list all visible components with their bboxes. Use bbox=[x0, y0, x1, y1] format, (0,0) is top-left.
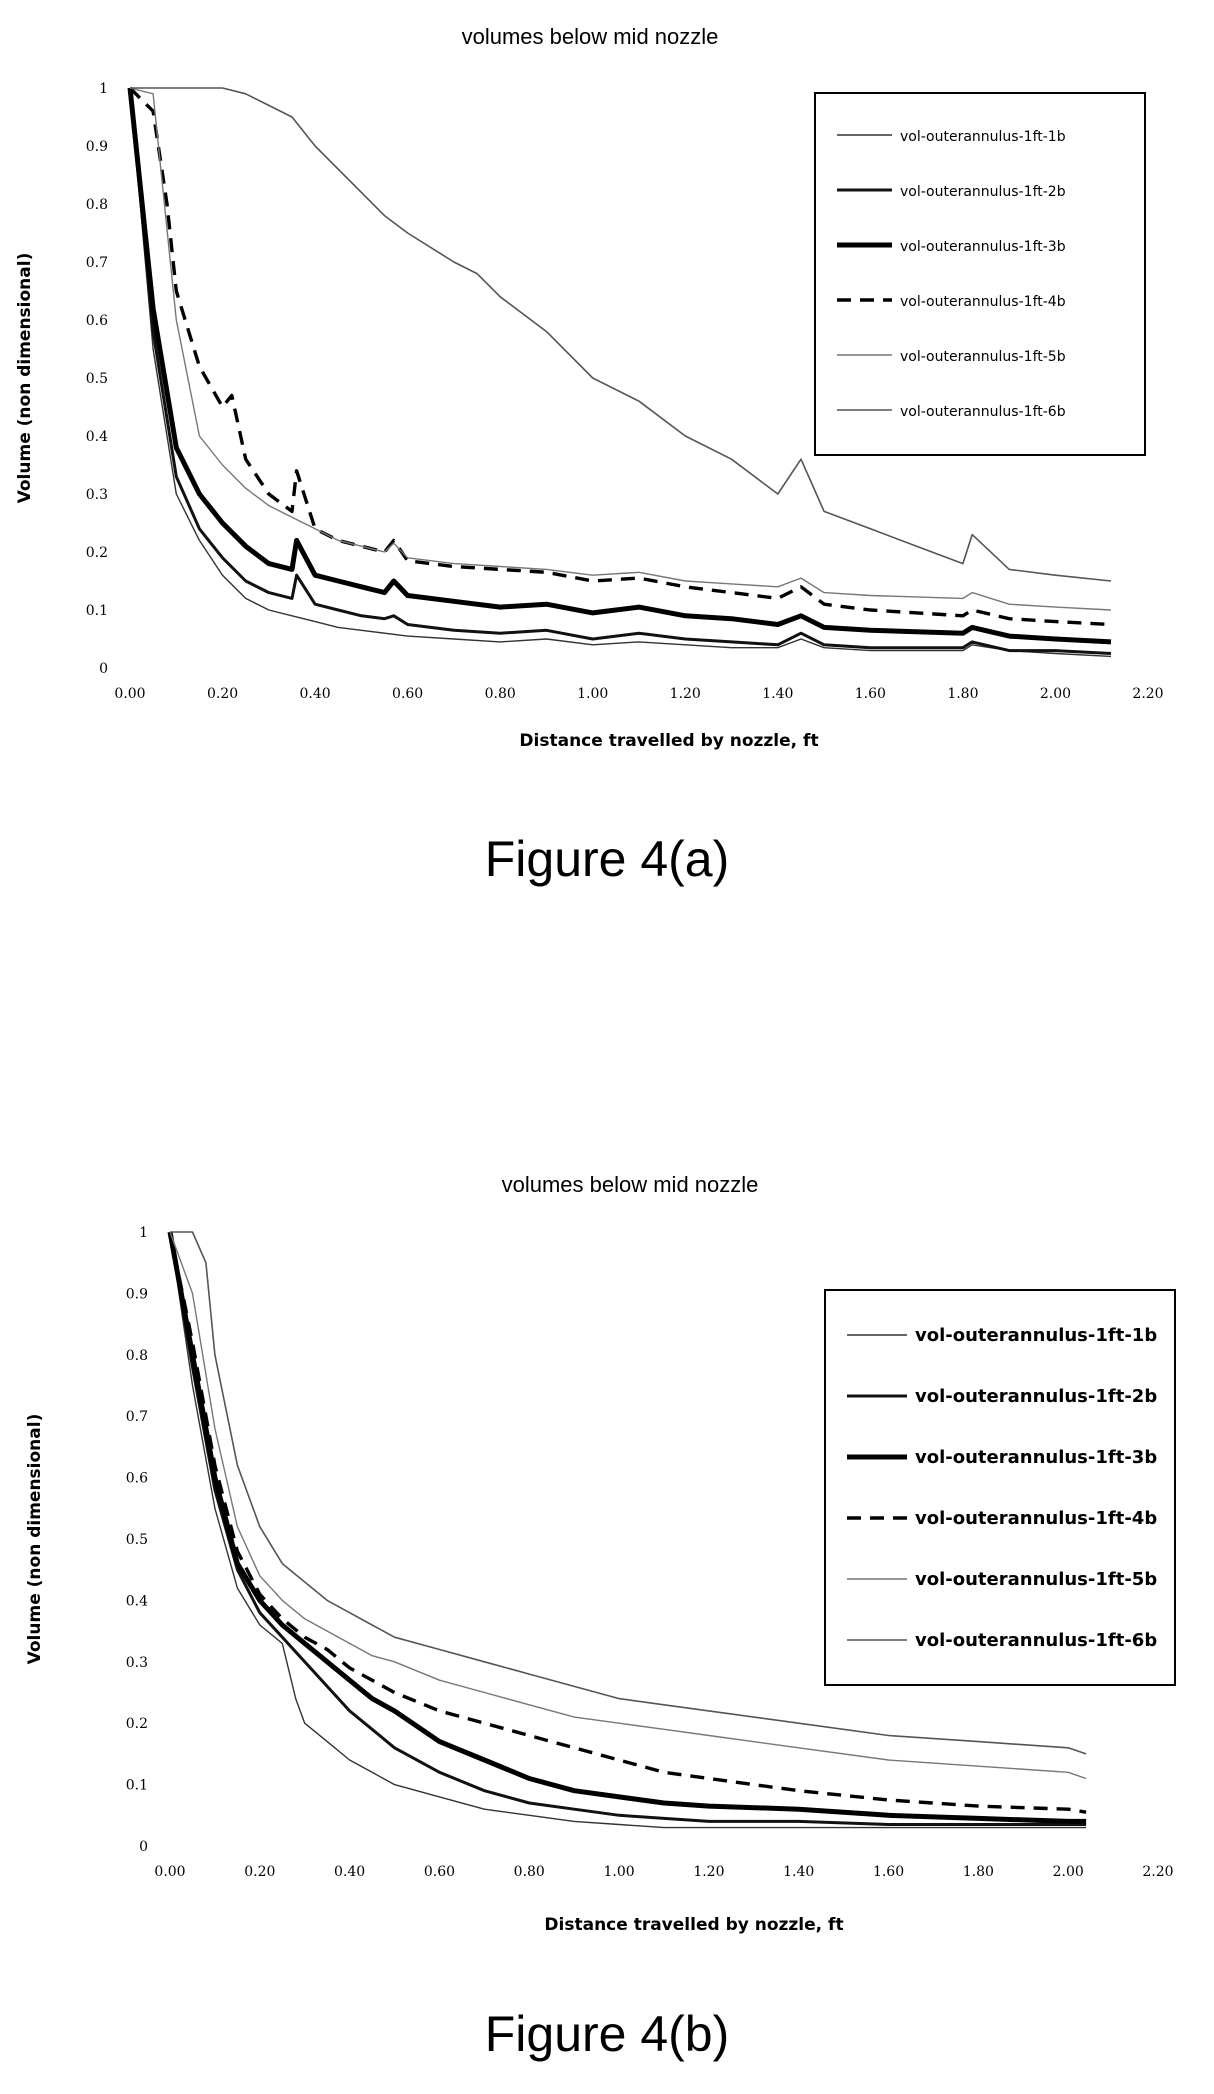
legend-label-1: vol-outerannulus-1ft-1b bbox=[915, 1325, 1157, 1346]
y-tick-label: 0.1 bbox=[126, 1778, 148, 1794]
series-line-2 bbox=[168, 1231, 1087, 1826]
x-tick-label: 1.80 bbox=[963, 1864, 994, 1880]
x-tick-label: 2.20 bbox=[1142, 1864, 1173, 1880]
y-tick-label: 0.9 bbox=[126, 1286, 148, 1302]
x-tick-label: 0.80 bbox=[485, 686, 516, 702]
chart-title: volumes below mid nozzle bbox=[502, 1172, 759, 1197]
y-tick-label: 0.7 bbox=[86, 255, 108, 271]
y-tick-label: 0.6 bbox=[126, 1471, 148, 1487]
y-tick-label: 0.4 bbox=[86, 429, 108, 445]
legend-label-3: vol-outerannulus-1ft-3b bbox=[900, 239, 1066, 255]
x-tick-label: 0.60 bbox=[424, 1864, 455, 1880]
y-tick-label: 0.6 bbox=[86, 313, 108, 329]
x-tick-label: 1.20 bbox=[693, 1864, 724, 1880]
figure-4b: volumes below mid nozzle 0.00 0.20 0.40 0.60… bbox=[0, 1150, 1214, 2094]
y-tick-label: 1 bbox=[99, 81, 108, 97]
x-tick-label: 2.20 bbox=[1132, 686, 1163, 702]
figure-4a: volumes below mid nozzle 0.00 0.20 0.40 0.60… bbox=[0, 0, 1214, 1000]
x-tick-label: 1.60 bbox=[873, 1864, 904, 1880]
x-tick-label: 1.40 bbox=[783, 1864, 814, 1880]
x-tick-label: 1.80 bbox=[947, 686, 978, 702]
y-axis-label: Volume (non dimensional) bbox=[25, 1414, 45, 1665]
series-line-5 bbox=[169, 1231, 1087, 1780]
y-tick-label: 0.7 bbox=[126, 1409, 148, 1425]
legend-label-2: vol-outerannulus-1ft-2b bbox=[900, 184, 1066, 200]
legend-box bbox=[814, 92, 1146, 456]
y-tick-label: 0.2 bbox=[126, 1716, 148, 1732]
x-tick-label: 0.40 bbox=[300, 686, 331, 702]
y-tick-label: 0.1 bbox=[86, 603, 108, 619]
x-tick-label: 0.60 bbox=[392, 686, 423, 702]
legend-label-2: vol-outerannulus-1ft-2b bbox=[915, 1386, 1157, 1407]
x-tick-label: 2.00 bbox=[1053, 1864, 1084, 1880]
y-tick-label: 0 bbox=[139, 1839, 148, 1855]
series-line-5 bbox=[129, 87, 1112, 611]
y-tick-label: 0.5 bbox=[86, 371, 108, 387]
series-line-3 bbox=[127, 87, 1112, 645]
y-tick-label: 0.8 bbox=[86, 197, 108, 213]
x-tick-label: 2.00 bbox=[1040, 686, 1071, 702]
series-line-1 bbox=[129, 87, 1112, 658]
x-tick-label: 0.20 bbox=[244, 1864, 275, 1880]
x-tick-label: 1.00 bbox=[604, 1864, 635, 1880]
series-line-1 bbox=[169, 1231, 1087, 1829]
x-axis-label: Distance travelled by nozzle, ft bbox=[519, 731, 818, 751]
y-tick-label: 0.3 bbox=[126, 1655, 148, 1671]
legend-label-5: vol-outerannulus-1ft-5b bbox=[915, 1569, 1157, 1590]
x-tick-label: 1.20 bbox=[670, 686, 701, 702]
y-tick-label: 0.5 bbox=[126, 1532, 148, 1548]
series-line-4 bbox=[168, 1231, 1087, 1814]
figure-caption-a: Figure 4(a) bbox=[484, 831, 730, 887]
y-tick-label: 0.4 bbox=[126, 1593, 148, 1609]
legend-label-4: vol-outerannulus-1ft-4b bbox=[915, 1508, 1157, 1529]
figure-caption-b: Figure 4(b) bbox=[484, 2006, 730, 2062]
x-tick-label: 0.20 bbox=[207, 686, 238, 702]
y-tick-label: 0.9 bbox=[86, 139, 108, 155]
legend-label-6: vol-outerannulus-1ft-6b bbox=[915, 1630, 1157, 1651]
y-tick-label: 0.8 bbox=[126, 1348, 148, 1364]
x-axis-label: Distance travelled by nozzle, ft bbox=[544, 1915, 843, 1935]
y-axis-label: Volume (non dimensional) bbox=[15, 253, 35, 504]
legend-label-1: vol-outerannulus-1ft-1b bbox=[900, 129, 1066, 145]
legend-box bbox=[824, 1289, 1176, 1686]
y-tick-label: 1 bbox=[139, 1225, 148, 1241]
y-tick-label: 0.3 bbox=[86, 487, 108, 503]
legend-label-5: vol-outerannulus-1ft-5b bbox=[900, 349, 1066, 365]
series-line-3 bbox=[167, 1231, 1087, 1824]
x-tick-label: 0.00 bbox=[114, 686, 145, 702]
x-tick-label: 1.00 bbox=[577, 686, 608, 702]
series-line-2 bbox=[128, 87, 1112, 655]
series-line-6 bbox=[170, 1231, 1087, 1755]
legend-label-6: vol-outerannulus-1ft-6b bbox=[900, 404, 1066, 420]
x-tick-label: 0.80 bbox=[514, 1864, 545, 1880]
x-tick-label: 1.40 bbox=[762, 686, 793, 702]
y-tick-label: 0 bbox=[99, 661, 108, 677]
legend-label-3: vol-outerannulus-1ft-3b bbox=[915, 1447, 1157, 1468]
x-tick-label: 0.00 bbox=[154, 1864, 185, 1880]
y-tick-label: 0.2 bbox=[86, 545, 108, 561]
x-tick-label: 0.40 bbox=[334, 1864, 365, 1880]
legend-label-4: vol-outerannulus-1ft-4b bbox=[900, 294, 1066, 310]
x-tick-label: 1.60 bbox=[855, 686, 886, 702]
chart-title: volumes below mid nozzle bbox=[462, 24, 719, 49]
series-line-6 bbox=[130, 87, 1112, 582]
